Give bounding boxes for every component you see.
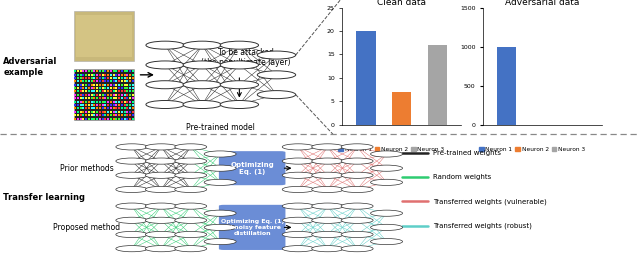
Text: Prior methods: Prior methods [60,164,113,173]
Circle shape [146,41,184,49]
Circle shape [312,158,344,164]
Circle shape [257,51,296,59]
Circle shape [220,61,259,69]
Bar [428,45,447,125]
Legend: Neuron 1, Neuron 2, Neuron 3: Neuron 1, Neuron 2, Neuron 3 [477,144,588,154]
Circle shape [175,231,207,237]
Circle shape [204,151,236,157]
Circle shape [145,231,177,237]
Circle shape [371,238,403,245]
Circle shape [116,158,148,164]
Circle shape [175,246,207,252]
Circle shape [116,186,148,192]
Circle shape [341,144,373,150]
Circle shape [204,210,236,216]
Circle shape [204,238,236,245]
Circle shape [146,81,184,89]
Circle shape [183,81,221,89]
Legend: Neuron 1, Neuron 2, Neuron 3: Neuron 1, Neuron 2, Neuron 3 [336,144,447,154]
Circle shape [183,100,221,108]
Bar [74,11,134,61]
Text: Transferred weights (vulnerable): Transferred weights (vulnerable) [433,198,547,205]
Circle shape [204,224,236,231]
Circle shape [371,224,403,231]
Circle shape [371,179,403,186]
Circle shape [183,61,221,69]
Circle shape [175,158,207,164]
Bar [356,31,376,125]
Text: Pre-trained model: Pre-trained model [186,123,255,132]
Circle shape [282,203,314,209]
Bar [76,15,132,58]
Circle shape [116,231,148,237]
Circle shape [282,172,314,178]
Bar [392,92,412,125]
Circle shape [204,179,236,186]
Circle shape [183,41,221,49]
Circle shape [312,203,344,209]
Bar [497,47,516,125]
Bar [74,69,134,120]
Circle shape [312,144,344,150]
Circle shape [282,217,314,223]
Circle shape [116,217,148,223]
Circle shape [175,172,207,178]
Text: Transfer learning: Transfer learning [3,193,85,202]
Circle shape [175,186,207,192]
Text: Random weights: Random weights [433,175,491,180]
Circle shape [220,41,259,49]
Title: Clean data: Clean data [377,0,426,7]
Circle shape [341,203,373,209]
Text: Proposed method: Proposed method [53,223,120,232]
Circle shape [146,61,184,69]
Circle shape [116,172,148,178]
Circle shape [175,217,207,223]
Circle shape [312,231,344,237]
Circle shape [145,186,177,192]
Circle shape [371,210,403,216]
Text: Pre-trained weights: Pre-trained weights [433,150,500,156]
Circle shape [204,165,236,171]
Circle shape [371,151,403,157]
Circle shape [257,91,296,99]
FancyBboxPatch shape [219,151,285,185]
Text: Optimizing Eq. (1)
w/ noisy feature
distillation: Optimizing Eq. (1) w/ noisy feature dist… [221,219,284,236]
Circle shape [341,217,373,223]
Circle shape [145,203,177,209]
Circle shape [145,144,177,150]
Circle shape [282,246,314,252]
Circle shape [341,246,373,252]
Circle shape [371,165,403,171]
Circle shape [341,172,373,178]
FancyBboxPatch shape [219,205,285,250]
Circle shape [145,246,177,252]
Circle shape [146,100,184,108]
Circle shape [145,158,177,164]
Circle shape [341,186,373,192]
Circle shape [220,81,259,89]
Circle shape [175,203,207,209]
Circle shape [282,144,314,150]
Circle shape [116,144,148,150]
Circle shape [145,217,177,223]
Circle shape [220,100,259,108]
Circle shape [282,186,314,192]
Circle shape [312,172,344,178]
Circle shape [312,246,344,252]
Text: Adversarial
example: Adversarial example [3,57,58,77]
Title: Adversarial data: Adversarial data [505,0,580,7]
Circle shape [116,203,148,209]
Text: Optimizing
Eq. (1): Optimizing Eq. (1) [230,162,274,175]
Circle shape [312,217,344,223]
Circle shape [341,158,373,164]
Circle shape [312,186,344,192]
Text: Transferred weights (robust): Transferred weights (robust) [433,222,531,229]
Circle shape [282,158,314,164]
Circle shape [116,246,148,252]
Circle shape [175,144,207,150]
Text: To be attacked
(the penultimate layer): To be attacked (the penultimate layer) [201,48,291,67]
Circle shape [145,172,177,178]
Circle shape [257,71,296,79]
Circle shape [282,231,314,237]
Circle shape [341,231,373,237]
